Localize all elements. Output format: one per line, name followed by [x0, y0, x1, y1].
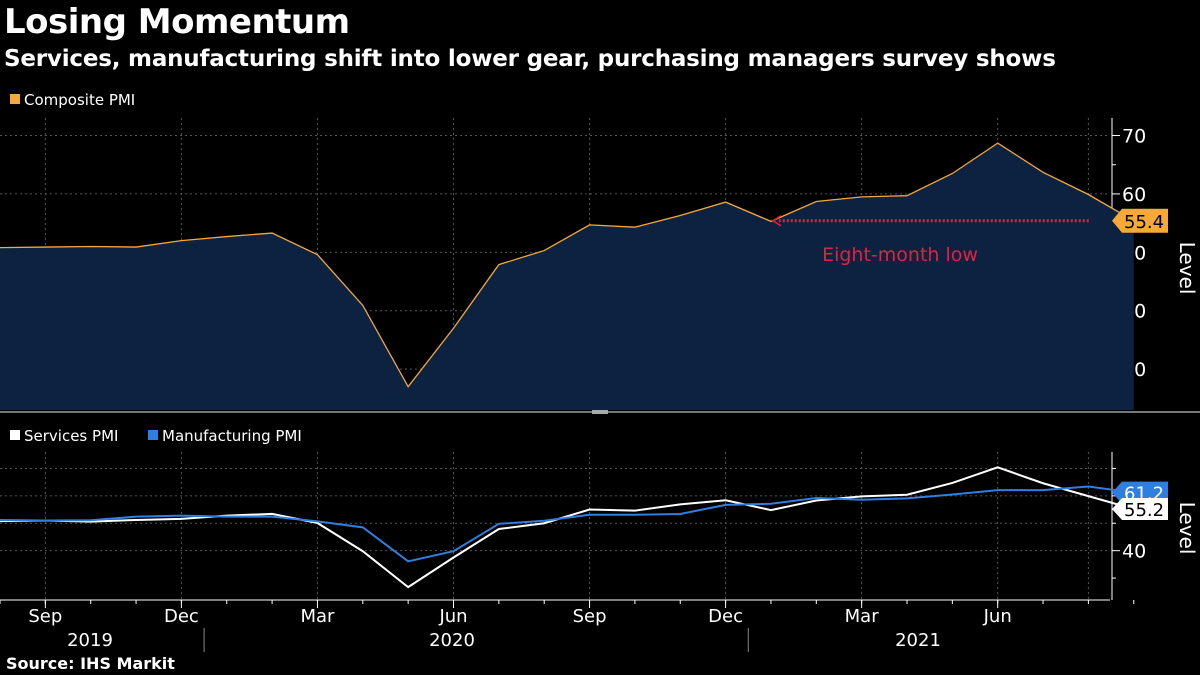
x-month-label: Dec — [708, 606, 743, 627]
top-y-axis-title: Level — [1175, 242, 1199, 295]
x-year-label: 2019 — [67, 630, 113, 651]
source-note: Source: IHS Markit — [6, 654, 175, 673]
x-month-label: Jun — [438, 606, 467, 627]
top-ytick-label: 60 — [1122, 184, 1146, 206]
legend-swatch-services — [10, 430, 20, 440]
services-value-flag — [1112, 498, 1168, 521]
x-year-label: 2020 — [429, 630, 475, 651]
legend-swatch-composite — [10, 94, 20, 104]
bottom-ytick-label: 40 — [1122, 541, 1146, 563]
chart-subtitle: Services, manufacturing shift into lower… — [4, 46, 1056, 72]
services-line — [0, 466, 1135, 589]
bottom-y-axis-title: Level — [1175, 502, 1199, 555]
services-value-label: 55.2 — [1124, 500, 1164, 521]
x-month-label: Sep — [28, 606, 62, 627]
x-month-label: Mar — [300, 606, 335, 627]
legend-swatch-manufacturing — [148, 430, 158, 440]
legend-label-services: Services PMI — [24, 427, 118, 445]
x-year-label: 2021 — [895, 630, 941, 651]
x-month-label: Jun — [983, 606, 1012, 627]
composite-value-flag — [1112, 208, 1168, 233]
x-month-label: Mar — [845, 606, 880, 627]
legend-label-composite: Composite PMI — [24, 91, 135, 109]
composite-line — [0, 142, 1135, 388]
legend-label-manufacturing: Manufacturing PMI — [162, 427, 302, 445]
annotation-arrow-head — [771, 215, 782, 227]
manufacturing-line — [0, 485, 1134, 563]
x-month-label: Dec — [164, 606, 199, 627]
composite-area — [0, 143, 1134, 410]
x-month-label: Sep — [573, 606, 607, 627]
top-ytick-label: 70 — [1122, 126, 1146, 148]
composite-value-label: 55.4 — [1124, 212, 1164, 233]
panel-splitter-handle — [592, 410, 608, 414]
annotation-text: Eight-month low — [822, 244, 978, 266]
chart-title: Losing Momentum — [4, 2, 350, 42]
